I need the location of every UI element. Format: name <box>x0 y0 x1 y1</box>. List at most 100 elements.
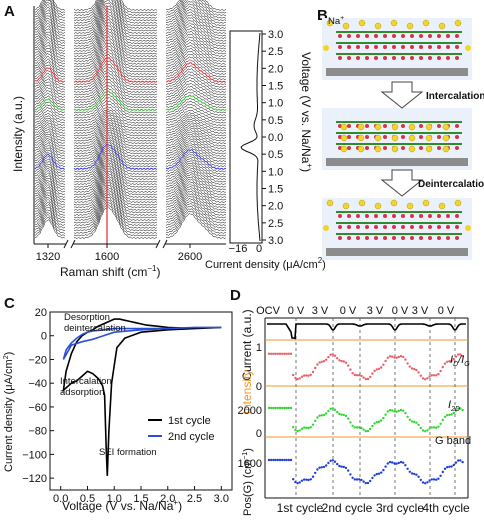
d-gband-point <box>435 478 438 481</box>
voltage-tick-label: 2.5 <box>268 46 283 58</box>
d-i2d-point <box>373 422 376 425</box>
d-gband-point <box>406 467 409 470</box>
raman-trace <box>73 199 158 232</box>
raman-trace <box>34 17 66 37</box>
d-top-label: 3 V <box>367 305 384 317</box>
na-ion <box>342 202 350 210</box>
raman-trace <box>165 155 227 178</box>
molecule-dot <box>365 236 369 240</box>
molecule-dot <box>419 135 423 139</box>
raman-trace <box>35 142 66 157</box>
raman-trace <box>73 163 158 193</box>
raman-trace <box>34 201 66 221</box>
molecule-dot <box>419 56 423 60</box>
d-gband-point <box>397 461 400 465</box>
raman-trace <box>73 94 158 114</box>
molecule-dot <box>383 146 387 150</box>
voltage-tick-label: 1.0 <box>268 98 283 110</box>
raman-trace <box>34 153 66 170</box>
raman-trace <box>34 182 66 201</box>
d-idig-point <box>274 352 277 355</box>
raman-trace <box>73 0 157 32</box>
d-i2d-point <box>419 426 422 430</box>
d-i2d-point <box>457 407 460 410</box>
raman-trace <box>73 152 158 181</box>
panel-c-xlabel: Voltage (V vs. Na/Na+) <box>62 498 182 513</box>
molecule-dot <box>446 56 450 60</box>
d-idig-point <box>402 355 405 359</box>
raman-trace <box>73 174 158 206</box>
na-ion <box>406 202 414 210</box>
raman-trace <box>34 78 66 93</box>
raman-trace <box>34 135 66 149</box>
d-gband-point <box>404 464 407 467</box>
d-idig-point <box>450 359 453 362</box>
d-gband-point <box>278 458 282 462</box>
na-ion <box>408 123 416 131</box>
molecule-dot <box>365 34 369 38</box>
molecule-dot <box>428 225 432 229</box>
d-idig-point <box>355 374 359 377</box>
raman-trace <box>73 191 158 224</box>
d-idig-point <box>281 352 284 355</box>
raman-trace <box>73 135 158 160</box>
raman-trace <box>34 61 66 78</box>
molecule-dot <box>338 214 342 218</box>
na-ion <box>374 145 382 153</box>
d-idig-point <box>377 367 381 370</box>
raman-trace <box>73 54 158 81</box>
d-gband-point <box>415 473 418 476</box>
raman-trace <box>165 97 227 114</box>
panel-b-ion-label: Na+ <box>328 15 344 27</box>
raman-trace <box>73 141 158 168</box>
na-ion <box>391 134 399 142</box>
raman-trace <box>73 87 158 109</box>
na-ion <box>465 225 471 231</box>
molecule-dot <box>410 214 414 218</box>
raman-trace <box>73 30 158 60</box>
panel-d-pos-label: Pos(G) (cm−1) <box>242 448 254 516</box>
d-idig-point <box>419 374 422 377</box>
na-ion <box>374 123 382 131</box>
d-idig-point <box>289 352 293 355</box>
d-gband-point <box>320 466 323 469</box>
raman-trace <box>73 108 158 127</box>
d-idig-point <box>408 365 411 368</box>
molecule-dot <box>347 124 351 128</box>
d-i2d-point <box>298 429 301 432</box>
molecule-dot <box>401 236 405 240</box>
d-gband-point <box>344 466 348 470</box>
molecule-dot <box>455 56 459 60</box>
d-idig-point <box>309 373 312 376</box>
d-cycle-label: 4th cycle <box>422 501 470 515</box>
molecule-dot <box>419 45 423 49</box>
d-idig-point <box>443 362 447 365</box>
raman-trace <box>34 25 66 44</box>
raman-trace <box>73 7 157 40</box>
d-cycle-label: 3rd cycle <box>376 501 424 515</box>
raman-trace <box>165 0 227 22</box>
raman-trace <box>165 8 227 34</box>
raman-trace <box>73 50 158 78</box>
raman-trace <box>165 173 227 198</box>
voltage-tick-label: 1.0 <box>268 166 283 178</box>
na-ion <box>442 134 450 142</box>
raman-trace <box>34 15 66 34</box>
molecule-dot <box>446 34 450 38</box>
raman-trace <box>34 192 66 211</box>
raman-trace <box>34 55 66 73</box>
d-gband-point <box>336 462 339 466</box>
raman-trace <box>165 3 227 29</box>
molecule-dot <box>383 34 387 38</box>
arrow-deintercalation <box>380 169 424 197</box>
d-i2d-point <box>421 429 425 432</box>
d-i2d-point <box>353 426 356 429</box>
d-i2d-point <box>351 424 354 427</box>
d-idig-point <box>272 352 275 355</box>
raman-trace <box>165 131 227 150</box>
d-idig-point <box>371 372 374 375</box>
legend-1st-cycle: 1st cycle <box>168 415 211 427</box>
raman-trace <box>73 111 158 129</box>
raman-trace <box>34 219 66 239</box>
raman-trace <box>165 74 227 93</box>
